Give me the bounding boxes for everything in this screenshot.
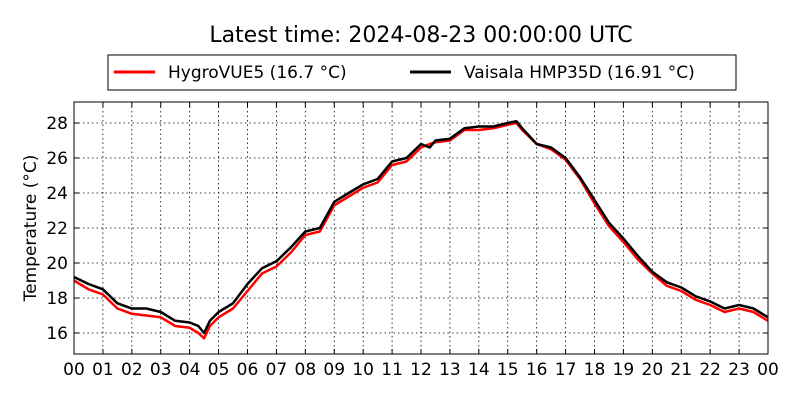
y-tick-label: 24 xyxy=(46,184,68,204)
x-tick-label: 03 xyxy=(150,360,172,380)
legend: HygroVUE5 (16.7 °C) Vaisala HMP35D (16.9… xyxy=(107,54,737,91)
y-tick-label: 28 xyxy=(46,114,68,134)
x-tick-label: 15 xyxy=(497,360,519,380)
series-layer xyxy=(73,119,769,340)
x-tick-label: 08 xyxy=(295,360,317,380)
x-tick-label: 00 xyxy=(757,360,779,380)
gridlines xyxy=(74,102,768,354)
x-tick-label: 12 xyxy=(410,360,432,380)
x-tick-label: 16 xyxy=(526,360,548,380)
tick-marks xyxy=(73,102,769,354)
chart-title: Latest time: 2024-08-23 00:00:00 UTC xyxy=(209,23,632,48)
y-tick-labels: 16 18 20 22 24 26 28 xyxy=(46,114,68,344)
x-tick-label: 22 xyxy=(699,360,721,380)
x-tick-label: 17 xyxy=(555,360,577,380)
x-tick-label: 11 xyxy=(381,360,403,380)
x-tick-label: 19 xyxy=(613,360,635,380)
series-line-1 xyxy=(73,121,769,340)
x-tick-label: 06 xyxy=(237,360,259,380)
x-tick-labels: 00 01 02 03 04 05 06 07 08 09 10 11 12 13 14 15 16 17 18 19… xyxy=(63,360,779,380)
x-tick-label: 10 xyxy=(352,360,374,380)
x-tick-label: 02 xyxy=(121,360,143,380)
y-axis-label: Temperature (°C) xyxy=(21,155,41,303)
y-tick-label: 18 xyxy=(46,289,68,309)
y-tick-label: 16 xyxy=(46,324,68,344)
y-tick-label: 22 xyxy=(46,219,68,239)
x-tick-label: 07 xyxy=(266,360,288,380)
x-tick-label: 13 xyxy=(439,360,461,380)
legend-label-series-1: HygroVUE5 (16.7 °C) xyxy=(168,63,347,83)
y-tick-label: 20 xyxy=(46,254,68,274)
x-tick-label: 20 xyxy=(642,360,664,380)
x-tick-label: 21 xyxy=(670,360,692,380)
legend-label-series-2: Vaisala HMP35D (16.91 °C) xyxy=(464,63,695,83)
x-tick-label: 23 xyxy=(728,360,750,380)
x-tick-label: 18 xyxy=(584,360,606,380)
x-tick-label: 01 xyxy=(92,360,114,380)
x-tick-label: 05 xyxy=(208,360,230,380)
x-tick-label: 00 xyxy=(63,360,85,380)
x-tick-label: 14 xyxy=(468,360,490,380)
x-tick-label: 09 xyxy=(323,360,345,380)
x-tick-label: 04 xyxy=(179,360,201,380)
series-line-2 xyxy=(73,119,769,335)
y-tick-label: 26 xyxy=(46,149,68,169)
